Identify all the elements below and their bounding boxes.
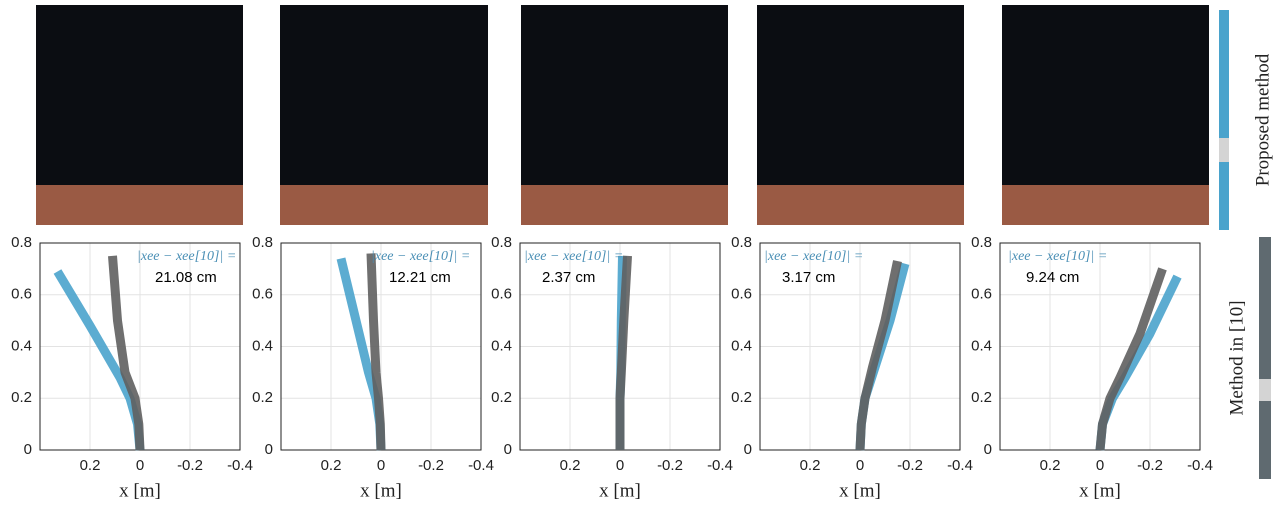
y-tick-label: 0.6 (491, 286, 512, 303)
y-tick-label: 0.6 (971, 286, 992, 303)
y-tick-label: 0.8 (971, 234, 992, 251)
legend-swatch (1259, 401, 1271, 479)
error-label: 21.08 cm (155, 269, 217, 286)
x-tick-label: 0 (1096, 457, 1104, 474)
photos (36, 5, 1209, 225)
x-tick-label: -0.2 (897, 457, 923, 474)
legend-swatch (1219, 162, 1229, 230)
robot-curve (108, 255, 145, 451)
y-tick-label: 0 (984, 441, 992, 458)
x-tick-label: -0.4 (1187, 457, 1213, 474)
chart: 0 0.2 0.4 0.6 0.8 0.2 0 -0.2 -0.4 x [m] |xee − xee… (971, 234, 1213, 501)
x-tick-label: -0.2 (1137, 457, 1163, 474)
robot-curve (615, 255, 632, 450)
x-axis-label: x [m] (1079, 480, 1121, 501)
x-tick-label: -0.2 (657, 457, 683, 474)
error-label: 9.24 cm (1026, 269, 1079, 286)
x-tick-label: 0 (377, 457, 385, 474)
photo (1002, 5, 1209, 225)
error-label: 3.17 cm (782, 269, 835, 286)
robot-curve (366, 253, 386, 451)
y-tick-label: 0.2 (491, 389, 512, 406)
annotation: |xee − xee[10]| = (764, 249, 863, 264)
photo (521, 5, 728, 225)
robot-curve (1095, 267, 1167, 451)
y-tick-label: 0.8 (491, 234, 512, 251)
x-tick-label: 0.2 (1040, 457, 1061, 474)
y-tick-label: 0.4 (971, 337, 992, 354)
photo (280, 5, 488, 225)
chart: 0 0.2 0.4 0.6 0.8 0.2 0 -0.2 -0.4 x [m] |xee − xee… (252, 234, 494, 501)
error-label: 12.21 cm (389, 269, 451, 286)
legend-label: Method in [10] (1226, 300, 1247, 415)
annotation: |xee − xee[10]| = (1008, 249, 1107, 264)
y-tick-label: 0.2 (971, 389, 992, 406)
x-tick-label: 0.2 (560, 457, 581, 474)
error-label: 2.37 cm (542, 269, 595, 286)
x-tick-label: -0.4 (947, 457, 973, 474)
y-tick-label: 0.6 (11, 286, 32, 303)
x-tick-label: -0.2 (418, 457, 444, 474)
x-axis-label: x [m] (599, 480, 641, 501)
legend-label: Proposed method (1252, 53, 1273, 186)
y-tick-label: 0.4 (491, 337, 512, 354)
y-tick-label: 0 (504, 441, 512, 458)
x-axis-label: x [m] (119, 480, 161, 501)
legend-swatch (1259, 237, 1271, 379)
y-tick-label: 0.4 (11, 337, 32, 354)
x-tick-label: 0 (616, 457, 624, 474)
photo (36, 5, 243, 225)
x-tick-label: 0 (136, 457, 144, 474)
x-tick-label: -0.2 (177, 457, 203, 474)
chart: 0 0.2 0.4 0.6 0.8 0.2 0 -0.2 -0.4 x [m] |xee − xee… (731, 234, 973, 501)
x-axis-label: x [m] (839, 480, 881, 501)
annotation: |xee − xee[10]| = (137, 249, 236, 264)
y-tick-label: 0.8 (731, 234, 752, 251)
legend-swatch (1219, 10, 1229, 138)
x-tick-label: 0 (856, 457, 864, 474)
x-axis-label: x [m] (360, 480, 402, 501)
y-tick-label: 0 (265, 441, 273, 458)
y-tick-label: 0.4 (252, 337, 273, 354)
legend-joint (1219, 138, 1229, 162)
x-tick-label: -0.4 (227, 457, 253, 474)
annotation: |xee − xee[10]| = (371, 249, 470, 264)
photo (757, 5, 964, 225)
y-tick-label: 0 (744, 441, 752, 458)
y-tick-label: 0.4 (731, 337, 752, 354)
y-tick-label: 0 (24, 441, 32, 458)
legend-joint (1259, 379, 1271, 401)
y-tick-label: 0.6 (252, 286, 273, 303)
y-tick-label: 0.6 (731, 286, 752, 303)
y-tick-label: 0.8 (252, 234, 273, 251)
x-tick-label: 0.2 (800, 457, 821, 474)
y-tick-label: 0.2 (11, 389, 32, 406)
y-tick-label: 0.8 (11, 234, 32, 251)
annotation: |xee − xee[10]| = (524, 249, 623, 264)
chart: 0 0.2 0.4 0.6 0.8 0.2 0 -0.2 -0.4 x [m] |xee − xee… (11, 234, 253, 501)
x-tick-label: 0.2 (321, 457, 342, 474)
y-tick-label: 0.2 (731, 389, 752, 406)
y-tick-label: 0.2 (252, 389, 273, 406)
x-tick-label: -0.4 (468, 457, 494, 474)
x-tick-label: -0.4 (707, 457, 733, 474)
robot-curve (855, 260, 902, 451)
chart: 0 0.2 0.4 0.6 0.8 0.2 0 -0.2 -0.4 x [m] |xee − xee… (491, 234, 733, 501)
x-tick-label: 0.2 (80, 457, 101, 474)
